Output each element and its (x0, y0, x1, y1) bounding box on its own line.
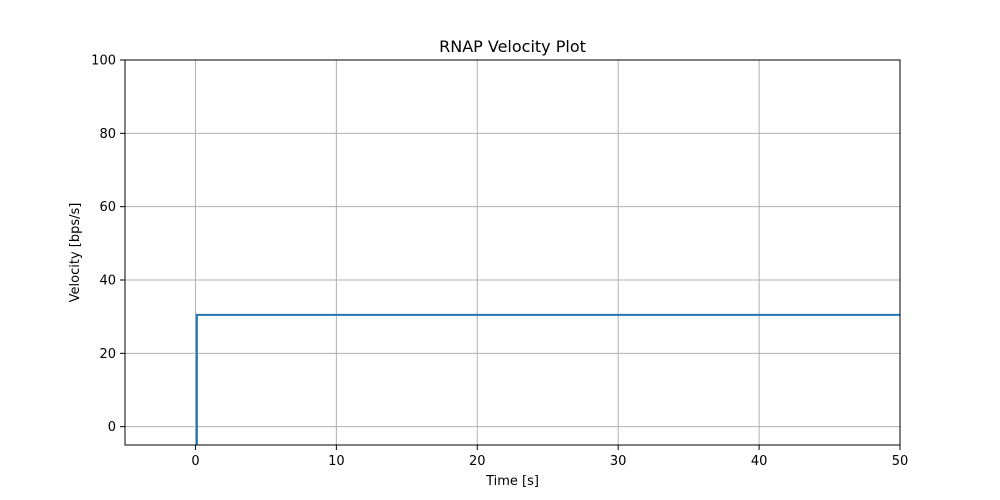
y-axis-ticks: 0 20 40 60 80 100 (91, 54, 125, 435)
x-tick-label: 40 (751, 454, 768, 469)
x-tick-label: 50 (892, 454, 909, 469)
chart-title: RNAP Velocity Plot (439, 37, 586, 56)
x-tick-label: 10 (328, 454, 345, 469)
y-tick-label: 20 (99, 347, 116, 362)
series-layer (195, 313, 900, 445)
y-tick-label: 80 (99, 127, 116, 142)
x-tick-label: 30 (610, 454, 627, 469)
plot-frame (124, 59, 901, 446)
x-axis-label: Time [s] (485, 474, 539, 489)
x-tick-label: 20 (469, 454, 486, 469)
y-tick-label: 40 (99, 274, 116, 289)
y-tick-label: 0 (108, 420, 116, 435)
y-tick-label: 100 (91, 54, 116, 69)
x-tick-label: 0 (191, 454, 199, 469)
x-axis-ticks: 0 10 20 30 40 50 (191, 445, 908, 469)
velocity-series-line (195, 313, 900, 445)
grid (125, 59, 901, 445)
y-tick-label: 60 (99, 200, 116, 215)
y-axis-label: Velocity [bps/s] (68, 203, 83, 303)
